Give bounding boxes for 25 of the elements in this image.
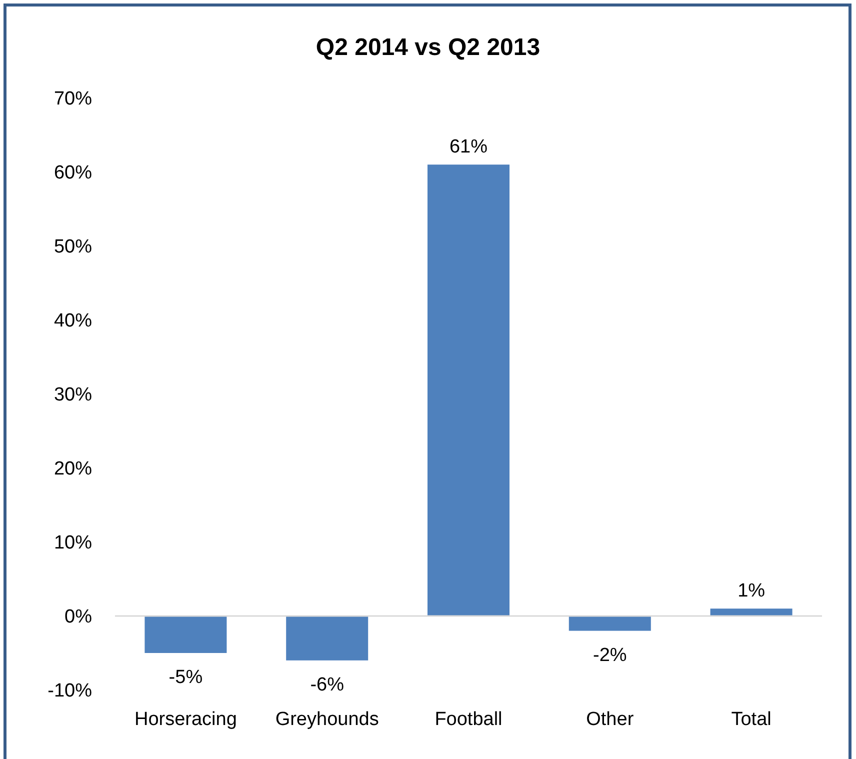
y-tick-label: 60%: [54, 162, 92, 184]
y-tick-label: 20%: [54, 458, 92, 480]
y-tick-label: 30%: [54, 384, 92, 406]
y-tick-label: 70%: [54, 88, 92, 110]
chart-title: Q2 2014 vs Q2 2013: [316, 34, 540, 61]
bar: [286, 616, 368, 660]
x-tick-label: Other: [586, 709, 634, 730]
data-label: 61%: [449, 136, 488, 158]
data-label: 1%: [738, 580, 766, 602]
bar: [710, 608, 792, 616]
data-label: -2%: [593, 644, 627, 666]
y-tick-label: -10%: [48, 680, 92, 702]
x-tick-label: Football: [434, 709, 502, 730]
x-tick-label: Total: [731, 709, 772, 730]
bar: [144, 616, 227, 653]
data-label: -5%: [168, 667, 203, 688]
y-tick-label: 10%: [54, 532, 92, 554]
y-tick-label: 40%: [54, 310, 92, 332]
y-tick-label: 50%: [54, 236, 92, 258]
data-label: -6%: [310, 674, 344, 696]
y-tick-label: 0%: [64, 606, 92, 628]
bar: [427, 164, 510, 616]
x-tick-label: Horseracing: [134, 709, 237, 730]
x-tick-label: Greyhounds: [275, 709, 379, 730]
bar: [568, 616, 651, 631]
